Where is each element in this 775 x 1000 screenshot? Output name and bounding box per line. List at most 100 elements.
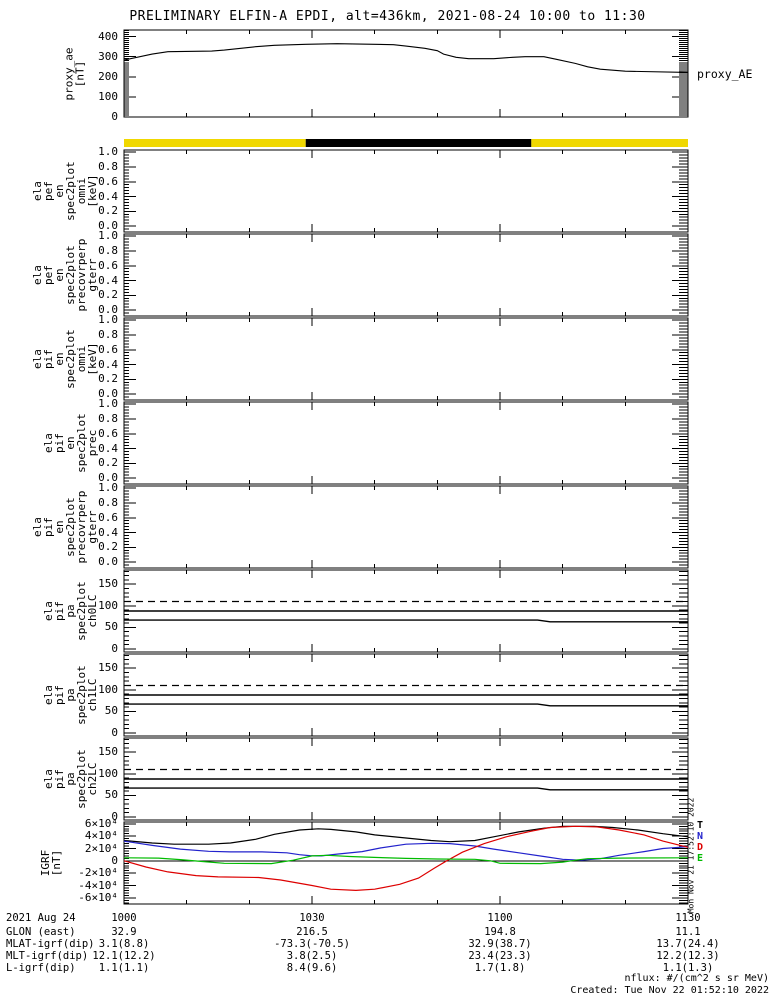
status-bar-segment-1 [305, 139, 532, 147]
y-tick-label: 0.6 [98, 258, 118, 272]
row-value: 8.4(9.6) [286, 962, 338, 974]
y-tick-label: 1.0 [98, 229, 118, 243]
y-tick-label: 0.4 [98, 189, 118, 203]
y-tick-label: 0.0 [98, 219, 118, 233]
row-value: 194.8 [484, 926, 516, 938]
y-tick-label: 0.8 [98, 495, 118, 509]
y-tick-label: 0.2 [98, 288, 118, 302]
y-tick-label: 100 [98, 89, 118, 103]
y-tick-label: 0 [111, 809, 118, 823]
y-tick-label: 0.8 [98, 327, 118, 341]
y-tick-label: 0.0 [98, 555, 118, 569]
y-tick-label: 0.2 [98, 372, 118, 386]
y-tick-label: 100 [98, 682, 118, 696]
panel-frame-ela_pif_en_prec [123, 401, 689, 485]
y-tick-label: 0.8 [98, 243, 118, 257]
units-note: nflux: #/(cm^2 s sr MeV) [624, 973, 770, 984]
y-tick-label: 0.2 [98, 204, 118, 218]
y-tick-label: 0 [111, 853, 118, 867]
legend-T: T [697, 820, 704, 831]
y-tick-label: 0.8 [98, 159, 118, 173]
y-tick-label: 0 [111, 641, 118, 655]
time-tick-label: 1030 [299, 912, 325, 924]
series-igrf-T [123, 825, 689, 845]
y-tick-label: 0.8 [98, 411, 118, 425]
row-value: 32.9(38.7) [468, 938, 532, 950]
legend-N: N [697, 831, 704, 842]
panel-frame-igrf [123, 821, 689, 905]
panel-ylabel-igrf: [nT] [50, 849, 63, 877]
y-tick-label: 0.0 [98, 387, 118, 401]
y-tick-label: -2×10⁴ [78, 866, 118, 880]
y-tick-label: 50 [104, 704, 118, 718]
y-tick-label: 0.4 [98, 525, 118, 539]
legend-D: D [697, 842, 704, 853]
y-tick-label: -6×10⁴ [78, 890, 118, 904]
y-tick-label: 2×10⁴ [84, 841, 118, 855]
y-tick-label: 1.0 [98, 145, 118, 159]
row-value: 23.4(23.3) [468, 950, 532, 962]
panel-frame-ela_pef_en_precovrperp [123, 233, 689, 317]
series-ela_pif_pa_ch0LC-loss-cone-lower [124, 619, 688, 623]
row-value: 3.8(2.5) [286, 950, 338, 962]
side-date-annotation: Mon Nov 21 17:52:10 2022 [686, 797, 696, 914]
y-tick-label: 6×10⁴ [84, 816, 118, 830]
y-tick-label: 50 [104, 788, 118, 802]
row-value: 216.5 [296, 926, 328, 938]
y-tick-label: 0.6 [98, 174, 118, 188]
y-tick-label: 300 [98, 49, 118, 63]
y-tick-label: 1.0 [98, 397, 118, 411]
panel-right-label: proxy_AE [697, 66, 753, 81]
y-tick-label: 0.4 [98, 273, 118, 287]
y-tick-label: 400 [98, 29, 118, 43]
y-tick-label: 1.0 [98, 313, 118, 327]
row-value: 12.1(12.2) [92, 950, 156, 962]
status-bar-segment-0 [124, 139, 306, 147]
row-label: GLON (east) [6, 926, 76, 938]
status-bar-segment-2 [531, 139, 688, 147]
y-tick-label: 0.6 [98, 426, 118, 440]
legend-E: E [697, 853, 704, 864]
y-tick-label: 150 [98, 661, 118, 675]
y-tick-label: 0.2 [98, 456, 118, 470]
y-tick-label: 1.0 [98, 481, 118, 495]
panel-frame-ela_pif_en_precovrperp [123, 485, 689, 569]
y-tick-label: -4×10⁴ [78, 878, 118, 892]
series-igrf-E [123, 854, 689, 865]
panel-ylabel-proxy_ae: [nT] [73, 60, 86, 87]
row-value: 13.7(24.4) [656, 938, 720, 950]
panel-frame-ela_pif_en_omni [123, 317, 689, 401]
panel-frame-proxy_ae [123, 29, 689, 118]
y-tick-label: 0 [111, 110, 118, 123]
y-tick-label: 0.4 [98, 441, 118, 455]
y-tick-label: 0.2 [98, 540, 118, 554]
y-tick-label: 0.4 [98, 357, 118, 371]
y-tick-label: 150 [98, 745, 118, 759]
row-label: MLT-igrf(dip) [6, 950, 89, 962]
row-value: 1.1(1.3) [662, 962, 714, 974]
time-tick-label: 1100 [487, 912, 513, 924]
row-value: 32.9 [111, 926, 137, 938]
page-title: PRELIMINARY ELFIN-A EPDI, alt=436km, 202… [129, 9, 646, 24]
series-ela_pif_pa_ch2LC-loss-cone-lower [124, 787, 688, 791]
created-timestamp: Created: Tue Nov 22 01:52:10 2022 [570, 985, 769, 996]
series-igrf-N [123, 840, 689, 861]
y-tick-label: 0 [111, 725, 118, 739]
row-value: 1.1(1.1) [98, 962, 150, 974]
y-tick-label: 0.0 [98, 303, 118, 317]
row-label: MLAT-igrf(dip) [6, 938, 95, 950]
panel-frame-ela_pef_en_omni [123, 149, 689, 233]
y-tick-label: 100 [98, 598, 118, 612]
date-label: 2021 Aug 24 [6, 912, 76, 924]
series-igrf-D [123, 825, 689, 892]
row-value: -73.3(-70.5) [274, 938, 350, 950]
y-tick-label: 50 [104, 620, 118, 634]
row-value: 12.2(12.3) [656, 950, 720, 962]
time-tick-label: 1130 [675, 912, 701, 924]
series-ela_pif_pa_ch1LC-loss-cone-lower [124, 703, 688, 707]
y-tick-label: 4×10⁴ [84, 829, 118, 843]
row-value: 1.7(1.8) [474, 962, 526, 974]
row-value: 11.1 [675, 926, 701, 938]
